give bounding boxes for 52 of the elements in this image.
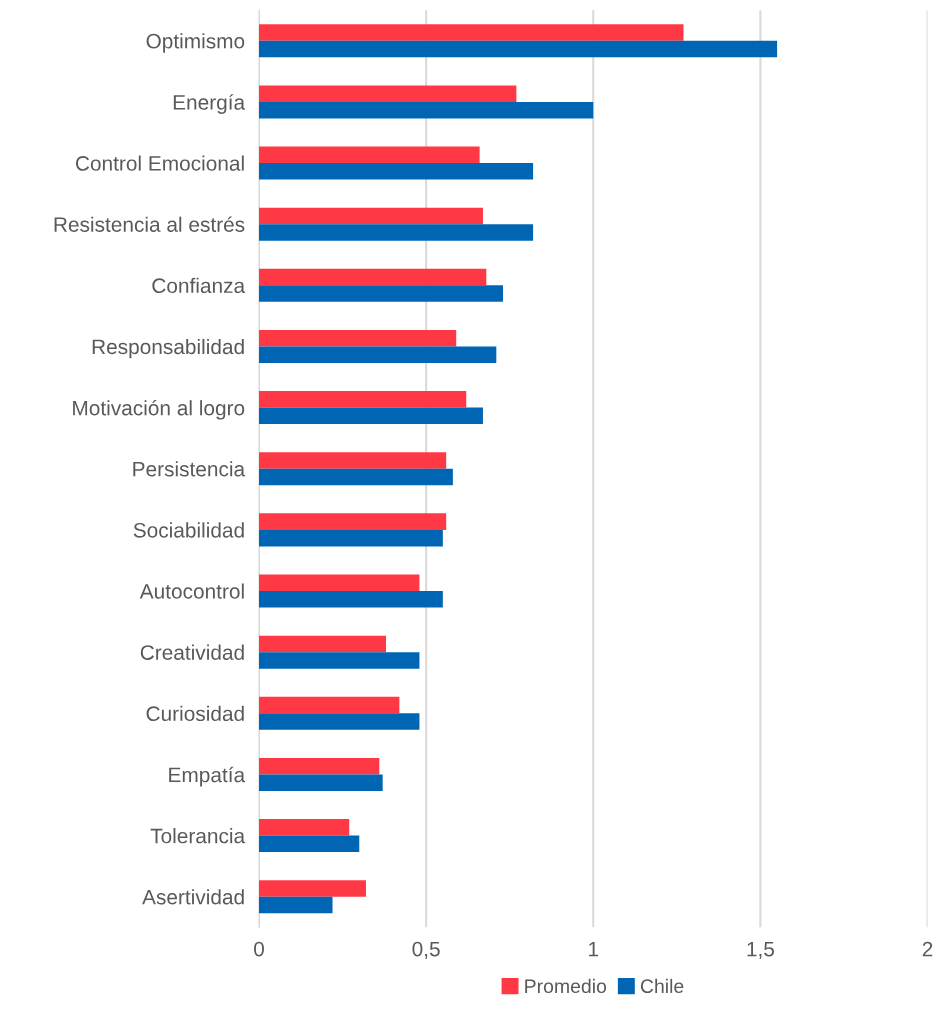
legend-label: Promedio	[525, 978, 607, 994]
bar	[258, 285, 504, 302]
y-tick-label: Empatía	[169, 766, 246, 787]
bar	[258, 652, 420, 669]
bar	[258, 207, 483, 225]
bar	[258, 163, 534, 180]
bar	[258, 101, 594, 119]
legend-label: Chile	[640, 978, 684, 994]
bar	[258, 391, 467, 408]
y-tick-label: Creatividad	[140, 644, 244, 660]
bar	[258, 635, 387, 653]
y-tick-label: Optimismo	[146, 33, 245, 53]
y-tick-label: Asertividad	[142, 889, 244, 905]
y-tick-label: Autocontrol	[139, 583, 244, 599]
y-tick-label: Resistencia al estrés	[54, 216, 245, 232]
bar	[258, 529, 443, 547]
y-tick-label: Confianza	[152, 277, 246, 294]
bar	[258, 591, 443, 608]
y-tick-label: Energía	[173, 94, 246, 114]
bar	[258, 757, 380, 775]
bar	[258, 329, 457, 347]
y-tick-label: Control Emocional	[75, 155, 244, 171]
x-tick-label: 1	[589, 941, 599, 957]
bar	[258, 896, 333, 914]
bar	[258, 819, 350, 836]
bar	[258, 146, 480, 164]
bar	[258, 346, 497, 363]
bar	[258, 574, 420, 592]
y-tick-label: Persistencia	[133, 461, 246, 477]
y-tick-label: Motivación al logro	[73, 399, 245, 420]
bar	[258, 224, 534, 241]
bar	[258, 40, 778, 58]
bar	[258, 24, 684, 41]
bar	[258, 696, 400, 714]
y-tick-label: Curiosidad	[146, 705, 244, 722]
y-tick-label: Tolerancia	[150, 828, 246, 844]
x-tick-label: 0	[254, 941, 264, 957]
bar	[258, 452, 447, 469]
bar	[258, 713, 420, 730]
bar	[258, 880, 366, 897]
bar	[258, 468, 453, 486]
x-tick-label: 0,5	[412, 941, 440, 959]
x-tick-label: 1,5	[747, 941, 774, 959]
bar	[258, 774, 383, 791]
bar	[258, 85, 517, 102]
bar	[258, 513, 447, 530]
y-tick-label: Sociabilidad	[133, 522, 244, 538]
y-tick-label: Responsabilidad	[92, 338, 244, 359]
x-tick-label: 2	[922, 941, 933, 957]
bar	[258, 268, 487, 286]
bar	[258, 835, 360, 853]
bar	[258, 407, 483, 425]
